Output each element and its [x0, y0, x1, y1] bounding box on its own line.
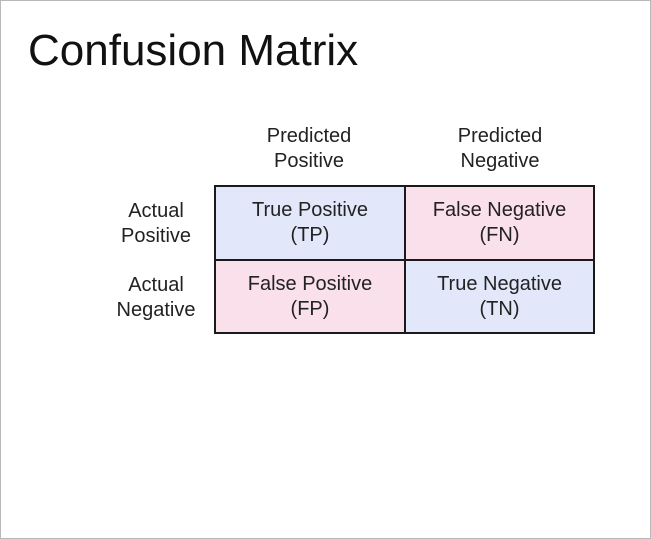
cell-true-positive: True Positive (TP): [216, 187, 406, 261]
column-header-line: Predicted: [457, 125, 543, 147]
column-header-line: Positive: [273, 150, 345, 172]
cell-label: False Negative: [432, 199, 567, 221]
cell-abbreviation: (FN): [479, 224, 520, 246]
row-header-line: Actual: [128, 200, 184, 222]
cell-false-negative: False Negative (FN): [406, 187, 593, 261]
cell-abbreviation: (TN): [479, 297, 520, 320]
row-header-line: Actual: [128, 274, 184, 296]
row-header-actual-negative: Actual Negative: [96, 273, 216, 323]
column-header-line: Negative: [460, 150, 540, 172]
slide-title: Confusion Matrix: [28, 26, 359, 75]
cell-false-positive: False Positive (FP): [216, 261, 406, 332]
column-header-line: Predicted: [266, 125, 352, 147]
cell-label: True Negative: [437, 272, 562, 295]
cell-label: False Positive: [247, 272, 373, 295]
row-header-line: Negative: [116, 299, 196, 321]
cell-abbreviation: (FP): [290, 297, 330, 320]
cell-label: True Positive: [252, 199, 368, 221]
confusion-matrix-grid: True Positive (TP) False Negative (FN) F…: [214, 185, 595, 334]
row-header-actual-positive: Actual Positive: [96, 199, 216, 249]
column-header-predicted-positive: Predicted Positive: [214, 124, 404, 174]
cell-true-negative: True Negative (TN): [406, 261, 593, 332]
column-header-predicted-negative: Predicted Negative: [405, 124, 595, 174]
row-header-line: Positive: [120, 225, 192, 247]
cell-abbreviation: (TP): [290, 224, 330, 246]
